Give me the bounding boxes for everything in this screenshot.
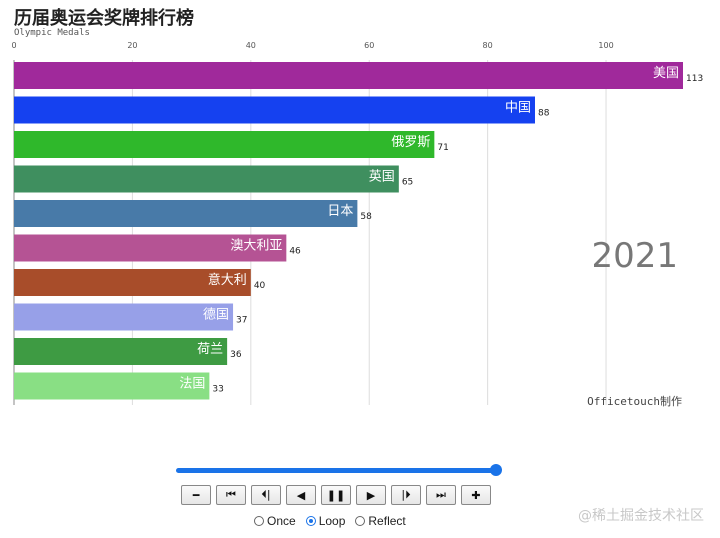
step-forward-button[interactable]: |⏵ xyxy=(391,485,421,505)
minus-icon: ━ xyxy=(192,488,200,502)
first-frame-button[interactable]: ⏮ xyxy=(216,485,246,505)
bar-chart: 0 20 40 60 80 100 美国 113 中国 88 俄罗斯 71 英国 65 日本 58 澳大利亚 46… xyxy=(11,41,703,408)
frame-slider[interactable] xyxy=(176,464,502,476)
bar-category-label: 荷兰 xyxy=(197,342,223,357)
play-icon: ▶ xyxy=(366,488,376,502)
loop-mode-group: Once Loop Reflect xyxy=(254,514,406,528)
bar-category-label: 意大利 xyxy=(208,272,247,288)
bar-2 xyxy=(14,131,435,158)
watermark: @稀土掘金技术社区 xyxy=(578,508,704,524)
minus-icon-button[interactable]: ━ xyxy=(181,485,211,505)
bar-3 xyxy=(14,165,399,193)
year-label: 2021 xyxy=(591,236,678,276)
step-forward-icon: |⏵ xyxy=(401,488,411,501)
chart-title: 历届奥运会奖牌排行榜 xyxy=(14,8,194,29)
x-tick-label: 0 xyxy=(11,41,16,50)
bar-value-label: 71 xyxy=(437,143,448,153)
step-back-icon: ⏴| xyxy=(261,488,271,501)
bar-category-label: 英国 xyxy=(369,170,395,185)
bar-value-label: 58 xyxy=(360,212,372,222)
step-back-button[interactable]: ⏴| xyxy=(251,485,281,505)
radio-reflect[interactable] xyxy=(355,516,366,526)
bar-category-label: 日本 xyxy=(327,204,353,219)
bar-category-label: 中国 xyxy=(505,101,531,116)
chart-subtitle: Olympic Medals xyxy=(14,28,90,38)
bar-7 xyxy=(14,303,234,331)
play-button[interactable]: ▶ xyxy=(356,485,386,505)
bar-value-label: 33 xyxy=(212,385,223,395)
bar-category-label: 法国 xyxy=(179,377,205,392)
pause-icon: ❚❚ xyxy=(326,488,346,502)
slider-track[interactable] xyxy=(176,468,498,473)
bar-9 xyxy=(14,372,210,400)
play-reverse-icon: ◀ xyxy=(296,488,306,502)
x-tick-label: 20 xyxy=(127,41,137,50)
play-reverse-button[interactable]: ◀ xyxy=(286,485,316,505)
x-tick-label: 40 xyxy=(246,41,256,50)
bar-value-label: 113 xyxy=(686,74,703,84)
first-frame-icon: ⏮ xyxy=(226,488,236,501)
mode-reflect-label: Reflect xyxy=(368,514,406,528)
playback-controls: ━ ⏮ ⏴| ◀ ❚❚ ▶ |⏵ ⏭ ✚ xyxy=(181,485,491,505)
x-tick-label: 60 xyxy=(364,41,374,50)
mode-reflect[interactable]: Reflect xyxy=(355,514,406,528)
bar-category-label: 德国 xyxy=(203,308,229,323)
bar-category-label: 俄罗斯 xyxy=(391,135,430,150)
last-frame-button[interactable]: ⏭ xyxy=(426,485,456,505)
bar-value-label: 37 xyxy=(236,316,247,326)
bar-8 xyxy=(14,338,228,365)
bar-category-label: 澳大利亚 xyxy=(230,238,282,254)
bar-value-label: 88 xyxy=(538,109,550,119)
pause-button[interactable]: ❚❚ xyxy=(321,485,351,505)
mode-once[interactable]: Once xyxy=(254,514,296,528)
x-tick-label: 100 xyxy=(598,41,613,50)
bar-4 xyxy=(14,200,358,227)
x-tick-label: 80 xyxy=(483,41,493,50)
bar-category-label: 美国 xyxy=(653,66,679,81)
radio-once[interactable] xyxy=(254,516,264,526)
bar-value-label: 65 xyxy=(402,178,413,188)
bar-1 xyxy=(14,96,535,124)
plus-icon: ✚ xyxy=(471,488,481,502)
radio-loop[interactable] xyxy=(305,516,316,526)
last-frame-icon: ⏭ xyxy=(436,488,446,501)
bar-5 xyxy=(14,234,287,262)
slider-thumb[interactable] xyxy=(490,464,502,476)
bar-value-label: 46 xyxy=(289,247,301,257)
bar-0 xyxy=(14,62,683,89)
bar-value-label: 40 xyxy=(254,281,266,291)
plus-icon-button[interactable]: ✚ xyxy=(461,485,491,505)
credit-label: Officetouch制作 xyxy=(587,395,682,408)
bar-value-label: 36 xyxy=(230,350,242,360)
mode-once-label: Once xyxy=(267,514,296,528)
mode-loop-label: Loop xyxy=(318,514,346,528)
mode-loop[interactable]: Loop xyxy=(305,514,346,528)
bar-6 xyxy=(14,269,251,296)
